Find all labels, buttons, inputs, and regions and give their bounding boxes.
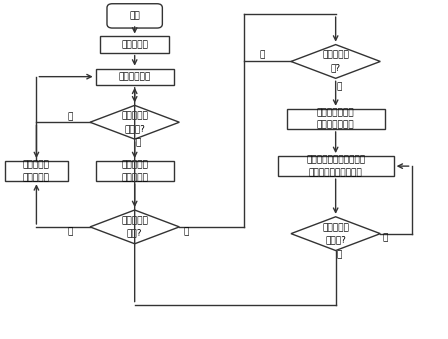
Text: 读取新收到
的数据内容: 读取新收到 的数据内容 <box>121 160 148 182</box>
Text: 按照协议进行相
应电源控制操作: 按照协议进行相 应电源控制操作 <box>317 108 354 129</box>
Text: 是: 是 <box>183 227 189 237</box>
Polygon shape <box>291 217 380 251</box>
FancyBboxPatch shape <box>95 161 174 181</box>
FancyBboxPatch shape <box>107 4 162 28</box>
Text: 否: 否 <box>67 113 73 122</box>
Text: 密码是否正
确?: 密码是否正 确? <box>322 51 349 72</box>
Text: 否: 否 <box>383 233 388 242</box>
FancyBboxPatch shape <box>100 37 169 53</box>
Text: 数据是否发
送成功?: 数据是否发 送成功? <box>322 223 349 244</box>
Polygon shape <box>90 105 179 139</box>
Text: 串口接收数据: 串口接收数据 <box>119 72 151 81</box>
FancyBboxPatch shape <box>287 109 385 129</box>
FancyBboxPatch shape <box>5 161 68 181</box>
Text: 是: 是 <box>336 82 342 91</box>
Polygon shape <box>291 45 380 78</box>
Text: 删除收到的
短信和数据: 删除收到的 短信和数据 <box>23 160 50 182</box>
Text: 是: 是 <box>135 139 141 148</box>
Text: 地址号是否
相符?: 地址号是否 相符? <box>121 216 148 238</box>
Text: 开始: 开始 <box>129 12 140 20</box>
Text: 系统初始化: 系统初始化 <box>121 40 148 49</box>
Text: 否: 否 <box>67 227 73 237</box>
FancyBboxPatch shape <box>278 156 394 176</box>
Text: 否: 否 <box>259 50 265 59</box>
Text: 把各电源输出口的状态温
度等信息传送给控制端: 把各电源输出口的状态温 度等信息传送给控制端 <box>306 155 365 177</box>
FancyBboxPatch shape <box>95 68 174 85</box>
Text: 是: 是 <box>336 250 342 259</box>
Polygon shape <box>90 210 179 244</box>
Text: 是否接收到
新数据?: 是否接收到 新数据? <box>121 112 148 133</box>
